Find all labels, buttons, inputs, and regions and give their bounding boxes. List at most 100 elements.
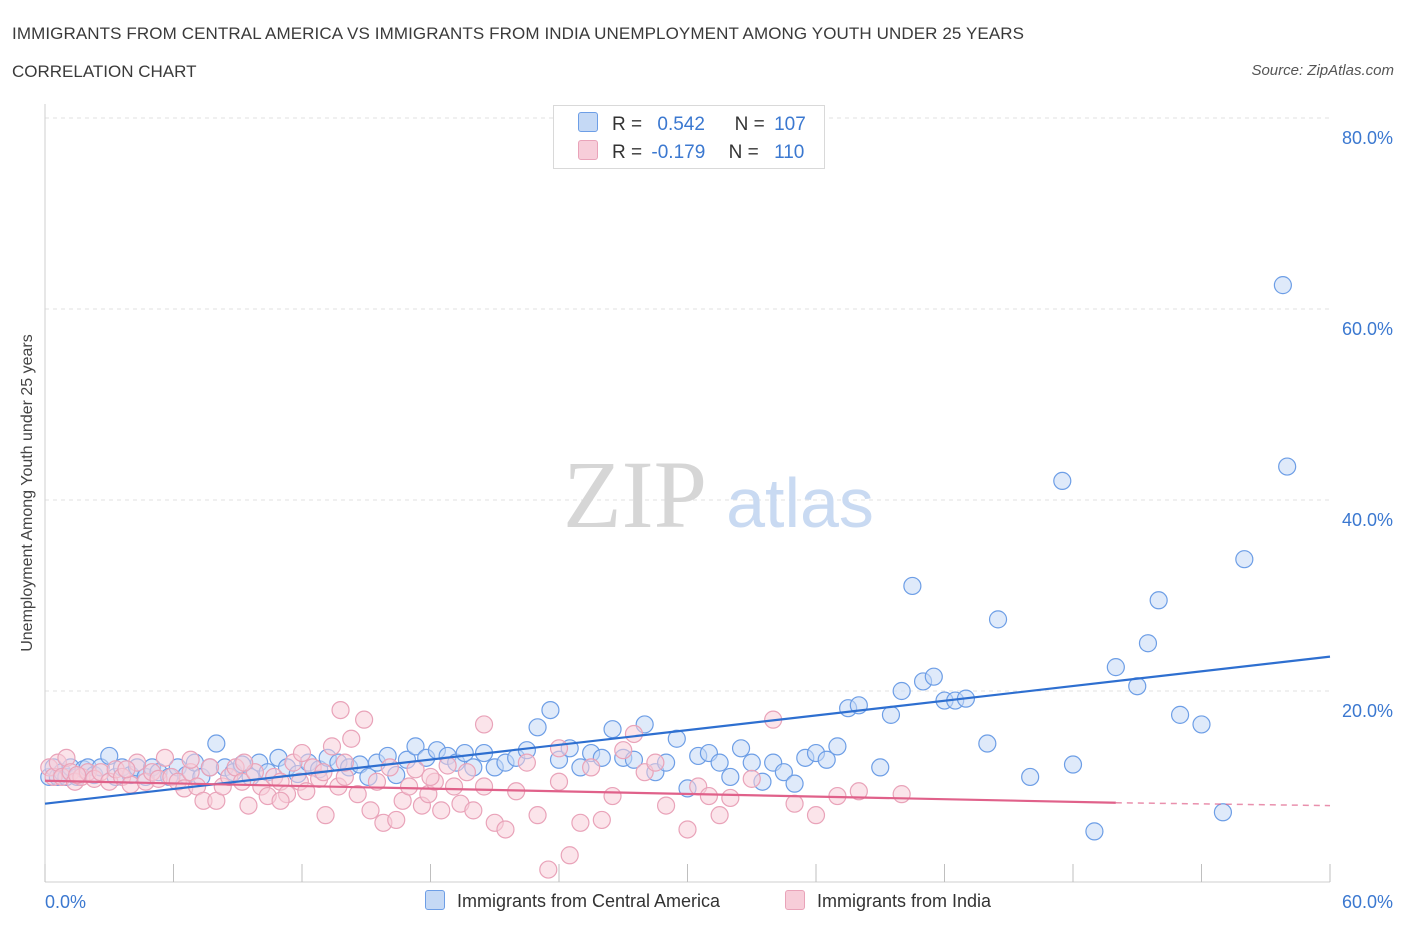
x-tick-label-max: 60.0% — [1342, 892, 1393, 912]
point-india — [496, 820, 515, 839]
point-india — [571, 813, 590, 832]
legend-n-label: N = — [728, 142, 759, 163]
legend-swatch-blue — [578, 112, 598, 132]
point-india — [742, 769, 761, 788]
point-india — [355, 710, 374, 729]
watermark-atlas: atlas — [726, 464, 874, 542]
legend-n-value: 107 — [774, 114, 806, 135]
point-india — [271, 791, 290, 810]
legend-n-label: N = — [734, 114, 765, 135]
point-india — [549, 739, 569, 758]
point-india — [361, 801, 380, 820]
point-india — [592, 810, 611, 830]
point-central-america — [1138, 634, 1158, 653]
point-india — [68, 765, 87, 785]
point-central-america — [710, 753, 729, 772]
watermark-zip: ZIP — [563, 441, 707, 548]
point-india — [367, 772, 387, 791]
point-india — [235, 753, 254, 772]
trend-lines — [44, 655, 1331, 807]
point-central-america — [871, 758, 890, 777]
point-india — [849, 782, 868, 801]
point-central-america — [406, 737, 425, 756]
point-india — [806, 806, 826, 825]
point-india — [603, 786, 622, 806]
point-central-america — [828, 737, 847, 756]
point-india — [155, 748, 175, 767]
point-india — [582, 758, 601, 777]
legend-r-value: 0.542 — [657, 114, 705, 135]
point-india — [117, 760, 136, 779]
legend-n-value: 110 — [774, 142, 805, 163]
point-india — [710, 806, 729, 825]
point-india — [614, 741, 633, 760]
y-tick-label: 60.0% — [1342, 319, 1393, 339]
point-central-america — [528, 718, 547, 737]
point-central-america — [541, 700, 560, 720]
point-india — [699, 786, 719, 806]
point-india — [432, 801, 451, 820]
point-central-america — [1106, 658, 1125, 677]
point-central-america — [817, 750, 836, 769]
point-india — [549, 772, 569, 791]
point-central-america — [1278, 457, 1297, 476]
point-india — [348, 785, 367, 804]
point-central-america — [1063, 755, 1083, 774]
point-india — [292, 743, 312, 763]
point-india — [342, 729, 361, 748]
chart-title: IMMIGRANTS FROM CENTRAL AMERICA VS IMMIG… — [12, 24, 1025, 43]
point-india — [121, 775, 140, 794]
point-india — [239, 796, 258, 815]
point-india — [387, 810, 406, 830]
point-india — [474, 777, 494, 796]
point-india — [457, 763, 477, 782]
point-india — [528, 806, 547, 825]
point-india — [539, 860, 558, 879]
y-tick-label: 20.0% — [1342, 701, 1393, 721]
point-india — [406, 760, 425, 779]
point-india — [181, 750, 200, 769]
point-central-america — [1085, 822, 1104, 841]
point-india — [678, 820, 697, 839]
grid-lines — [45, 117, 1330, 692]
point-india — [421, 767, 440, 787]
point-central-america — [1235, 550, 1254, 569]
trend-line-india-extension — [1115, 801, 1331, 807]
point-india — [335, 753, 354, 772]
point-central-america — [1053, 471, 1072, 490]
point-central-america — [978, 734, 997, 753]
point-india — [444, 777, 464, 796]
point-india — [316, 806, 335, 825]
point-india — [646, 753, 665, 772]
point-india — [785, 794, 804, 813]
point-india — [380, 758, 399, 777]
legend-item-india: Immigrants from India — [785, 890, 991, 912]
y-tick-label: 80.0% — [1342, 128, 1393, 148]
point-india — [200, 758, 220, 777]
data-points — [40, 276, 1297, 879]
point-central-america — [785, 774, 804, 793]
point-central-america — [774, 763, 793, 782]
legend-row-india: R = -0.179 N = 110 — [578, 140, 804, 164]
point-central-america — [903, 576, 922, 596]
legend-swatch-pink — [578, 140, 598, 160]
point-central-america — [603, 720, 622, 739]
point-central-america — [1170, 705, 1190, 724]
x-tick-label-min: 0.0% — [45, 892, 86, 912]
point-india — [656, 796, 676, 815]
point-india — [474, 715, 494, 734]
legend-r-label: R = — [612, 114, 643, 135]
point-central-america — [207, 734, 226, 753]
point-central-america — [988, 610, 1008, 629]
point-central-america — [924, 667, 943, 686]
point-india — [892, 785, 911, 804]
point-india — [438, 756, 457, 775]
point-india — [399, 777, 419, 796]
legend-r-label: R = — [612, 142, 643, 163]
axes — [44, 104, 1331, 883]
point-india — [721, 788, 740, 808]
legend-swatch-pink — [785, 890, 805, 910]
legend-r-value: -0.179 — [651, 142, 706, 163]
y-tick-label: 40.0% — [1342, 510, 1393, 530]
